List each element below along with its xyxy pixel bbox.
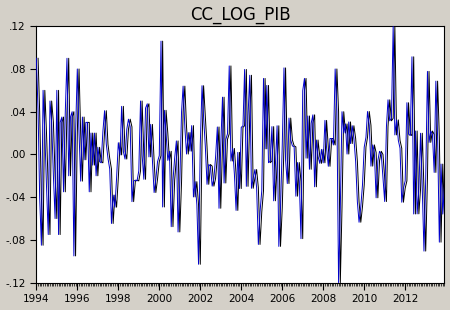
Title: CC_LOG_PIB: CC_LOG_PIB <box>190 6 291 24</box>
